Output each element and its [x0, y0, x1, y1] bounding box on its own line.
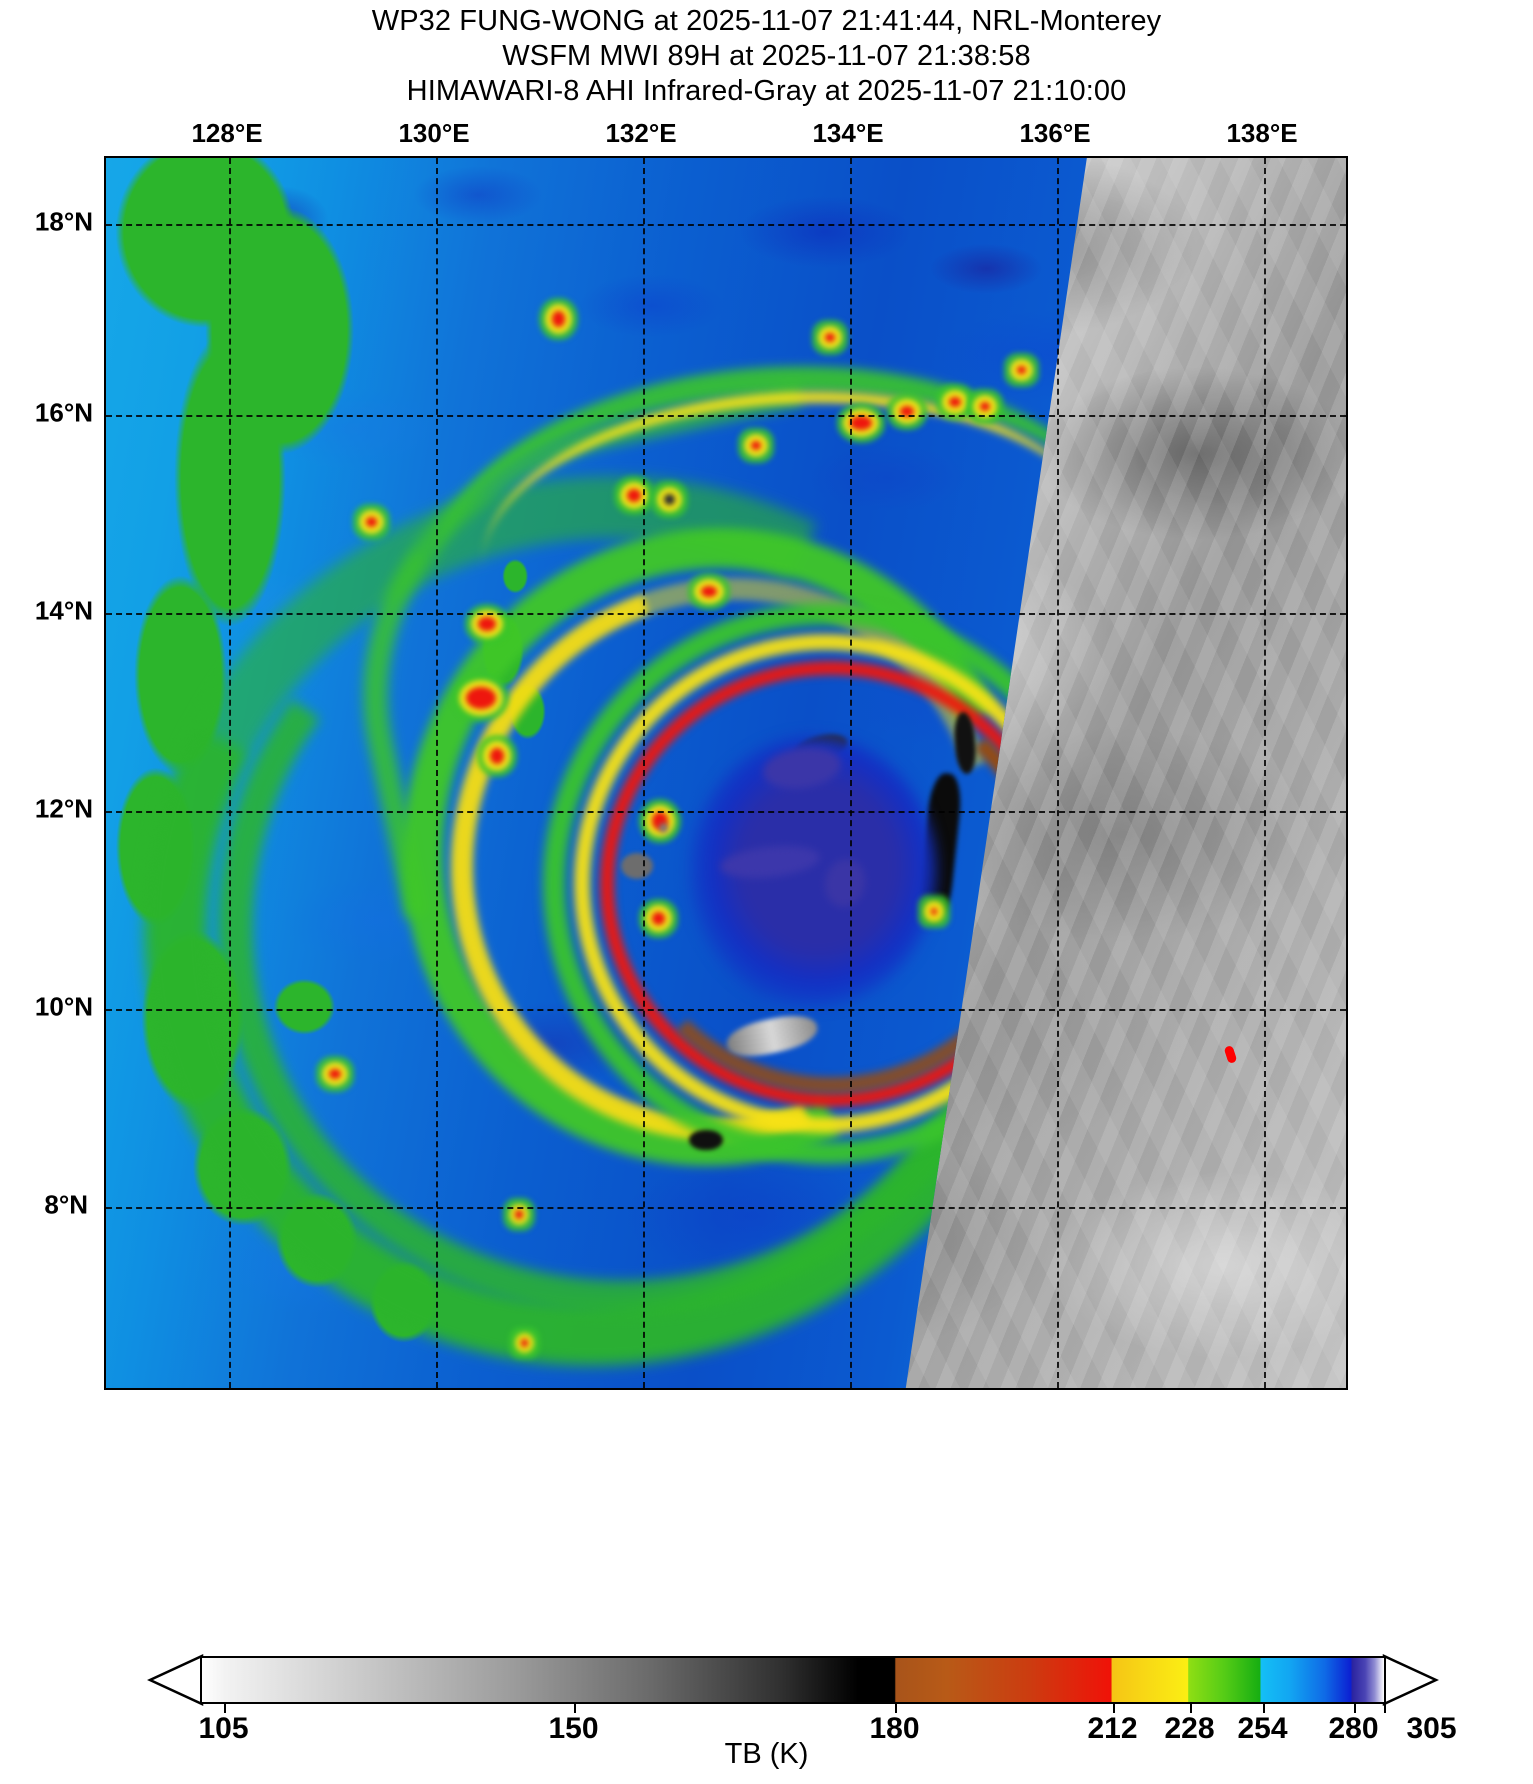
colorbar-tick-212 — [1112, 1704, 1115, 1713]
convective-cell — [750, 440, 761, 450]
lon-tick-136E: 136°E — [1019, 118, 1091, 148]
lat-tick-12N: 12°N — [34, 793, 93, 824]
colorbar-label-105: 105 — [198, 1712, 249, 1745]
colorbar-label-280: 280 — [1328, 1712, 1379, 1745]
convective-cell — [366, 517, 378, 528]
lat-tick-16N: 16°N — [34, 397, 93, 428]
colorbar-tick-305 — [1383, 1704, 1386, 1713]
microwave-swath-layer — [106, 158, 1087, 1388]
title-line-3: HIMAWARI-8 AHI Infrared-Gray at 2025-11-… — [406, 75, 1127, 107]
colorbar-tick-280 — [1353, 1704, 1356, 1713]
convective-cell — [980, 401, 991, 411]
colorbar-label-228: 228 — [1164, 1712, 1215, 1745]
lon-tick-132E: 132°E — [605, 118, 677, 148]
convective-cell — [478, 616, 496, 631]
colorbar-label-254: 254 — [1237, 1712, 1288, 1745]
lon-tick-128E: 128°E — [191, 118, 263, 148]
title-line-2: WSFM MWI 89H at 2025-11-07 21:38:58 — [502, 40, 1031, 72]
colorbar-label-180: 180 — [869, 1712, 920, 1745]
lon-tick-130E: 130°E — [398, 118, 470, 148]
convective-cell — [552, 310, 566, 327]
convective-cell — [899, 406, 914, 418]
deep-convection-south-core — [688, 1129, 723, 1150]
colorbar-tick-180 — [894, 1704, 897, 1713]
deep-convection-west — [620, 852, 653, 879]
convective-cell — [329, 1069, 342, 1080]
colorbar-label-212: 212 — [1087, 1712, 1138, 1745]
convective-cell — [949, 396, 962, 407]
lat-tick-8N: 8°N — [44, 1189, 88, 1220]
convective-cell — [930, 908, 937, 916]
convective-cell — [850, 416, 872, 431]
lon-tick-134E: 134°E — [812, 118, 884, 148]
colorbar-tick-254 — [1262, 1704, 1265, 1713]
convective-cell — [701, 586, 718, 598]
convective-cell-core — [659, 823, 669, 834]
colorbar-tick-150 — [573, 1704, 576, 1713]
convective-cell — [626, 488, 641, 502]
colorbar-label-150: 150 — [548, 1712, 599, 1745]
colorbar-tick-105 — [223, 1704, 226, 1713]
lon-tick-138E: 138°E — [1226, 118, 1298, 148]
convective-cell — [490, 748, 505, 765]
lat-tick-10N: 10°N — [34, 991, 93, 1022]
colorbar-gradient-warm-half — [201, 1658, 1384, 1702]
figure-title-block: WP32 FUNG-WONG at 2025-11-07 21:41:44, N… — [0, 4, 1533, 109]
lat-tick-18N: 18°N — [34, 206, 93, 237]
satellite-map-panel[interactable] — [104, 156, 1348, 1390]
colorbar-tick-228 — [1189, 1704, 1192, 1713]
colorbar-row[interactable]: 105 150 180 212 228 254 280 305 — [87, 1648, 1457, 1745]
lat-tick-14N: 14°N — [34, 595, 93, 626]
convective-cell — [651, 911, 665, 925]
convective-cell-small — [515, 1209, 524, 1219]
colorbar-section: 105 150 180 212 228 254 280 305 — [0, 1648, 1533, 1745]
colorbar-gradient[interactable] — [199, 1656, 1386, 1704]
convective-cell — [1017, 365, 1027, 374]
colorbar-label-305: 305 — [1406, 1712, 1457, 1745]
convective-cell — [465, 686, 496, 709]
map-image — [106, 158, 1346, 1388]
convective-cell — [664, 493, 675, 505]
colorbar-title: TB (K) — [724, 1738, 809, 1770]
convective-cell-small — [521, 1338, 529, 1347]
convective-cell — [825, 332, 836, 342]
title-line-1: WP32 FUNG-WONG at 2025-11-07 21:41:44, N… — [371, 5, 1162, 37]
